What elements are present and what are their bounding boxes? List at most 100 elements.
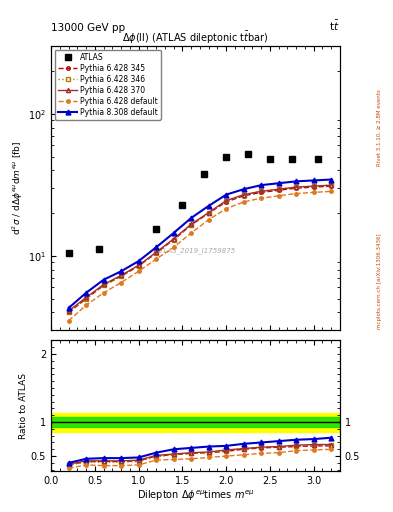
Pythia 8.308 default bbox=[84, 290, 88, 296]
Pythia 6.428 default bbox=[311, 189, 316, 196]
Pythia 6.428 345 bbox=[66, 309, 71, 315]
Y-axis label: d$^2\sigma$ / d$\Delta\phi^{e\mu}$d$m^{e\mu}$ [fb]: d$^2\sigma$ / d$\Delta\phi^{e\mu}$d$m^{e… bbox=[11, 141, 25, 235]
Text: ATLAS_2019_I1759875: ATLAS_2019_I1759875 bbox=[155, 247, 236, 254]
Pythia 6.428 default bbox=[66, 317, 71, 324]
Pythia 8.308 default bbox=[259, 182, 264, 188]
Pythia 8.308 default bbox=[329, 177, 334, 183]
Pythia 6.428 346 bbox=[276, 186, 281, 193]
ATLAS bbox=[224, 154, 228, 160]
Pythia 6.428 370 bbox=[259, 188, 264, 195]
Pythia 6.428 345 bbox=[329, 183, 334, 189]
Line: ATLAS: ATLAS bbox=[66, 151, 321, 256]
Pythia 6.428 370 bbox=[206, 209, 211, 216]
Text: t$\bar{t}$: t$\bar{t}$ bbox=[329, 19, 340, 33]
Pythia 6.428 default bbox=[189, 230, 193, 236]
Pythia 6.428 345 bbox=[276, 187, 281, 194]
Pythia 6.428 346 bbox=[329, 182, 334, 188]
Pythia 6.428 370 bbox=[154, 249, 158, 255]
Text: mcplots.cern.ch [arXiv:1306.3436]: mcplots.cern.ch [arXiv:1306.3436] bbox=[377, 234, 382, 329]
Pythia 6.428 346 bbox=[66, 309, 71, 315]
Pythia 6.428 345 bbox=[259, 189, 264, 196]
Bar bbox=[51, 417, 340, 427]
ATLAS bbox=[154, 226, 158, 232]
Pythia 6.428 370 bbox=[84, 294, 88, 301]
Pythia 6.428 370 bbox=[224, 198, 228, 204]
Pythia 6.428 346 bbox=[311, 183, 316, 189]
Pythia 6.428 346 bbox=[241, 191, 246, 198]
Pythia 6.428 default bbox=[101, 290, 106, 296]
Pythia 6.428 346 bbox=[259, 188, 264, 195]
Pythia 6.428 default bbox=[224, 206, 228, 212]
Line: Pythia 6.428 370: Pythia 6.428 370 bbox=[66, 183, 333, 313]
ATLAS bbox=[246, 151, 250, 157]
Pythia 6.428 default bbox=[119, 280, 123, 286]
Pythia 6.428 346 bbox=[189, 222, 193, 228]
Pythia 6.428 346 bbox=[171, 237, 176, 243]
Line: Pythia 6.428 default: Pythia 6.428 default bbox=[67, 189, 333, 323]
Pythia 8.308 default bbox=[224, 191, 228, 198]
Pythia 8.308 default bbox=[171, 230, 176, 236]
Pythia 8.308 default bbox=[189, 215, 193, 221]
Pythia 8.308 default bbox=[101, 276, 106, 283]
Pythia 6.428 345 bbox=[136, 263, 141, 269]
Pythia 6.428 370 bbox=[171, 236, 176, 242]
Text: Rivet 3.1.10, ≥ 2.8M events: Rivet 3.1.10, ≥ 2.8M events bbox=[377, 90, 382, 166]
Pythia 8.308 default bbox=[294, 178, 299, 184]
Pythia 8.308 default bbox=[154, 244, 158, 250]
Pythia 6.428 default bbox=[276, 193, 281, 199]
Pythia 6.428 346 bbox=[224, 198, 228, 204]
Pythia 6.428 345 bbox=[189, 222, 193, 228]
Title: $\Delta\phi$(ll) (ATLAS dileptonic t$\bar{t}$bar): $\Delta\phi$(ll) (ATLAS dileptonic t$\ba… bbox=[122, 30, 269, 46]
Pythia 6.428 346 bbox=[101, 283, 106, 289]
Pythia 6.428 370 bbox=[189, 221, 193, 227]
Pythia 6.428 default bbox=[154, 256, 158, 262]
Line: Pythia 6.428 345: Pythia 6.428 345 bbox=[67, 184, 333, 314]
Text: 13000 GeV pp: 13000 GeV pp bbox=[51, 23, 125, 33]
Pythia 6.428 345 bbox=[84, 295, 88, 302]
Pythia 6.428 346 bbox=[294, 184, 299, 190]
Y-axis label: Ratio to ATLAS: Ratio to ATLAS bbox=[19, 373, 28, 439]
Pythia 6.428 370 bbox=[294, 184, 299, 190]
Pythia 8.308 default bbox=[311, 177, 316, 183]
Pythia 6.428 345 bbox=[101, 283, 106, 289]
Pythia 6.428 345 bbox=[294, 185, 299, 191]
Pythia 6.428 346 bbox=[136, 263, 141, 269]
Pythia 6.428 345 bbox=[311, 184, 316, 190]
Pythia 6.428 345 bbox=[154, 250, 158, 256]
Pythia 6.428 370 bbox=[311, 183, 316, 189]
Pythia 6.428 346 bbox=[119, 273, 123, 279]
X-axis label: Dilepton $\Delta\phi^{e\mu}$times $m^{e\mu}$: Dilepton $\Delta\phi^{e\mu}$times $m^{e\… bbox=[137, 488, 254, 503]
Pythia 6.428 346 bbox=[206, 210, 211, 216]
Pythia 6.428 370 bbox=[119, 272, 123, 279]
ATLAS bbox=[268, 156, 272, 162]
Pythia 8.308 default bbox=[136, 258, 141, 264]
Pythia 6.428 346 bbox=[84, 295, 88, 302]
ATLAS bbox=[66, 250, 71, 256]
Pythia 6.428 370 bbox=[276, 186, 281, 193]
ATLAS bbox=[202, 170, 207, 177]
Pythia 6.428 default bbox=[294, 190, 299, 197]
ATLAS bbox=[180, 202, 185, 208]
Legend: ATLAS, Pythia 6.428 345, Pythia 6.428 346, Pythia 6.428 370, Pythia 6.428 defaul: ATLAS, Pythia 6.428 345, Pythia 6.428 34… bbox=[55, 50, 161, 120]
ATLAS bbox=[316, 156, 320, 162]
Pythia 6.428 370 bbox=[241, 191, 246, 198]
Pythia 6.428 default bbox=[259, 195, 264, 201]
Pythia 6.428 default bbox=[136, 268, 141, 274]
Pythia 6.428 370 bbox=[101, 282, 106, 288]
Pythia 6.428 345 bbox=[241, 193, 246, 199]
Pythia 6.428 370 bbox=[329, 182, 334, 188]
Pythia 6.428 345 bbox=[171, 237, 176, 243]
Pythia 8.308 default bbox=[119, 268, 123, 274]
Pythia 6.428 370 bbox=[136, 262, 141, 268]
ATLAS bbox=[290, 156, 294, 162]
Pythia 6.428 default bbox=[329, 188, 334, 195]
Pythia 8.308 default bbox=[276, 180, 281, 186]
Bar bbox=[51, 413, 340, 432]
Pythia 6.428 345 bbox=[119, 273, 123, 279]
Pythia 6.428 370 bbox=[66, 308, 71, 314]
Line: Pythia 8.308 default: Pythia 8.308 default bbox=[66, 177, 334, 310]
Pythia 8.308 default bbox=[206, 203, 211, 209]
Pythia 6.428 346 bbox=[154, 250, 158, 256]
Pythia 6.428 345 bbox=[206, 210, 211, 216]
Pythia 8.308 default bbox=[66, 305, 71, 311]
